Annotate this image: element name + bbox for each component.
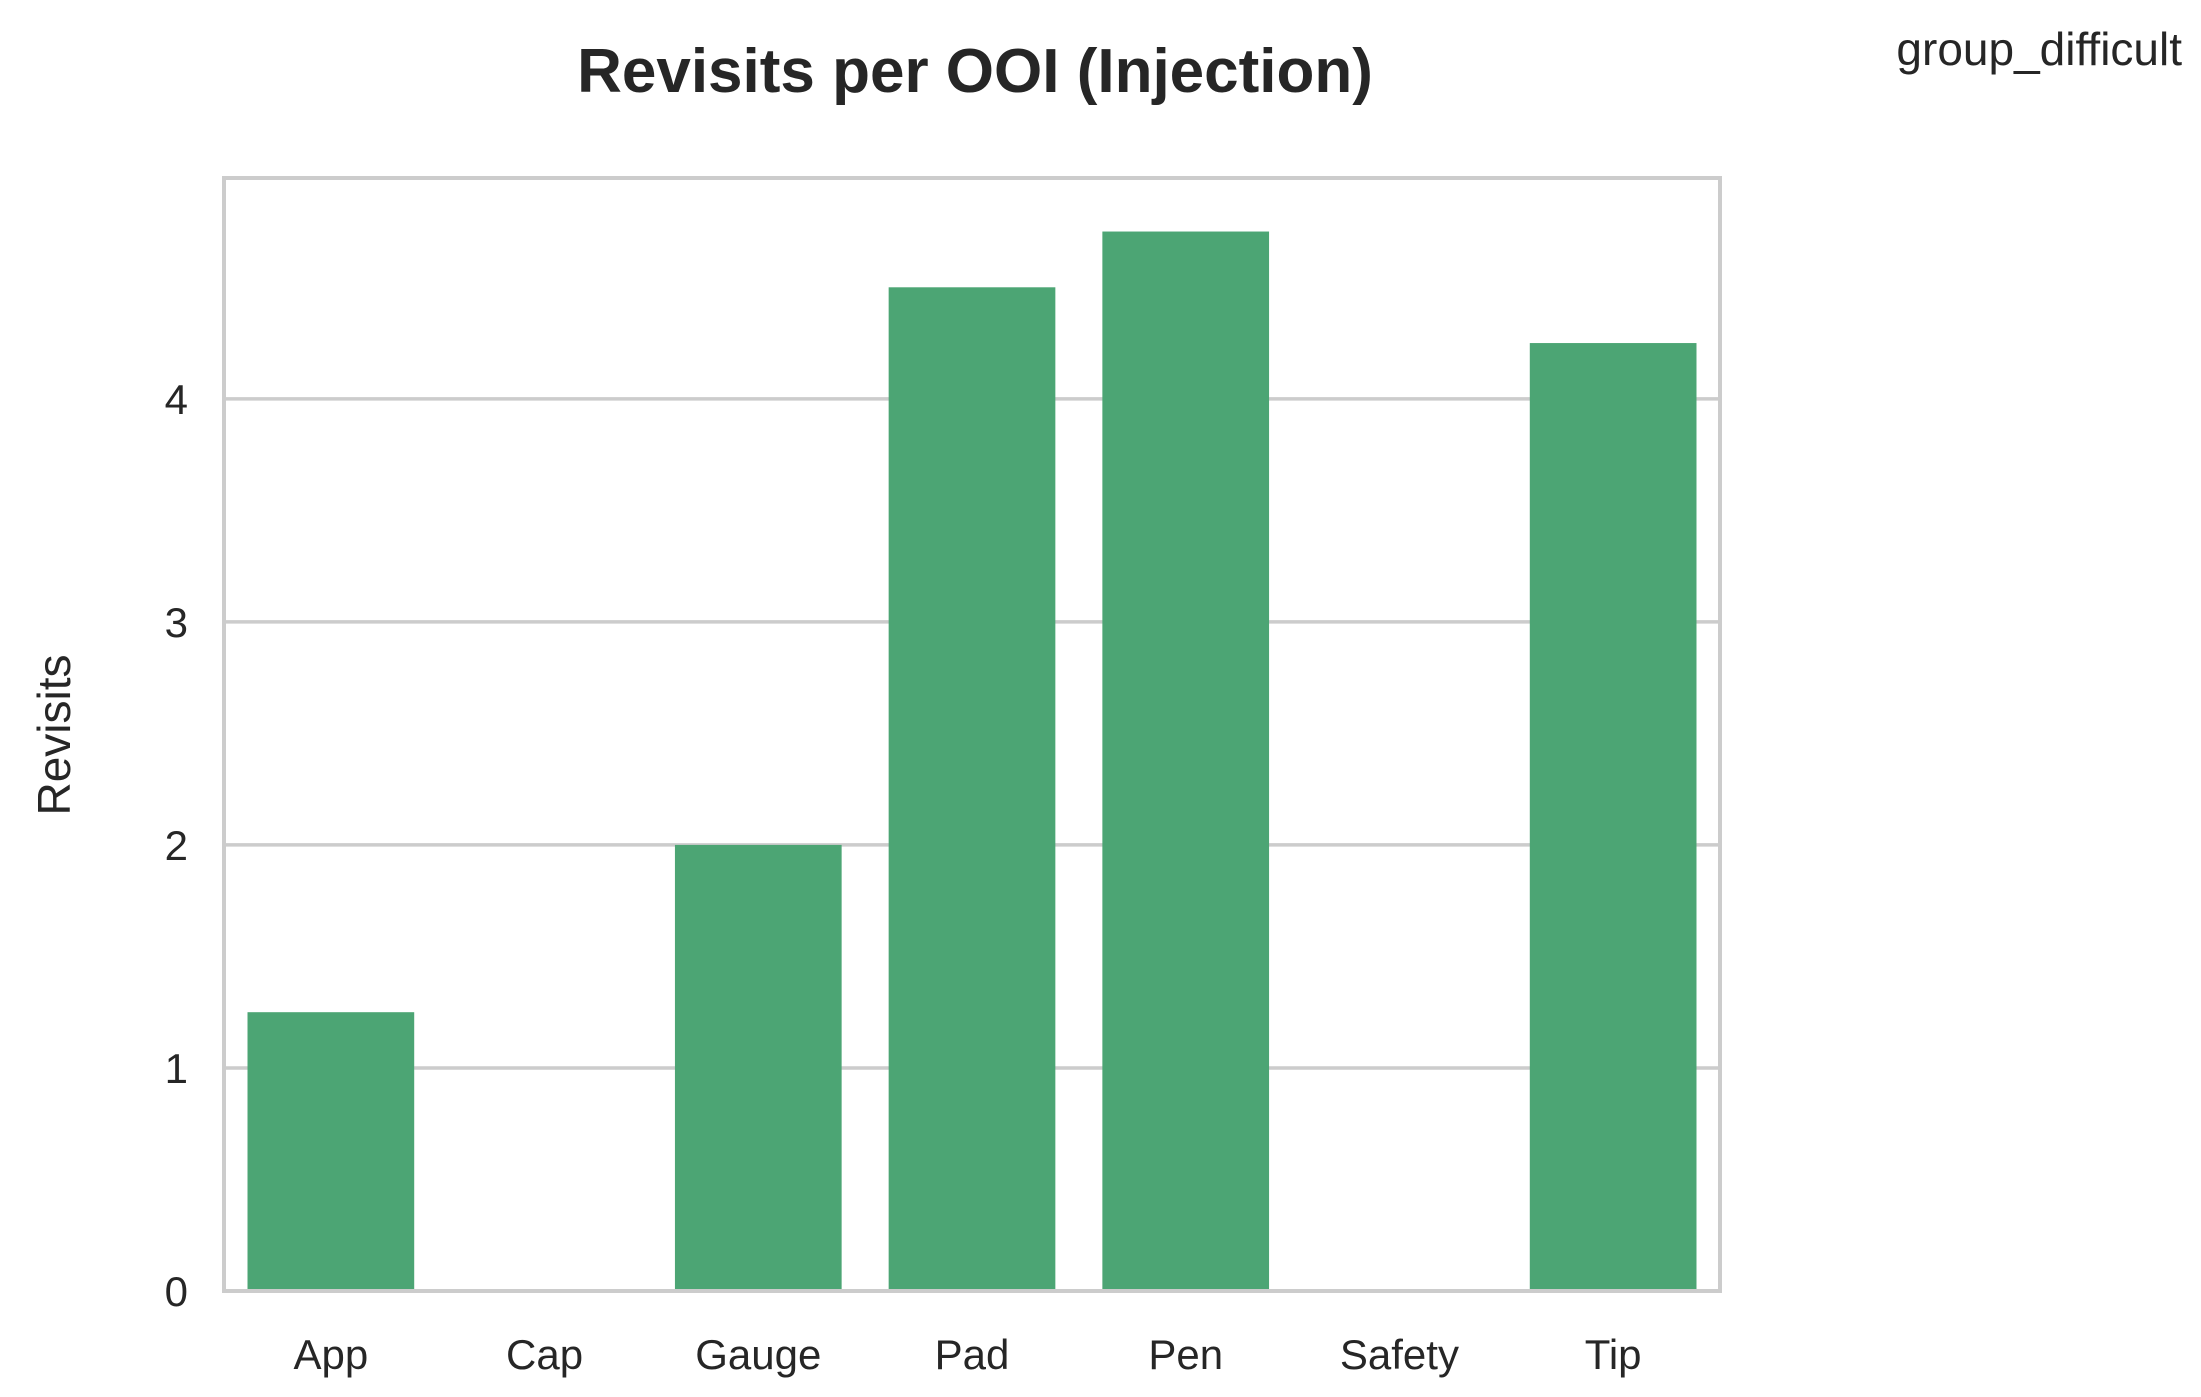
x-tick-label: Gauge	[695, 1331, 821, 1378]
y-tick-label: 0	[165, 1268, 188, 1315]
x-tick-label: Pad	[935, 1331, 1010, 1378]
bar-gauge	[674, 844, 842, 1291]
y-ticks: 0 1 2 3 4	[165, 376, 188, 1315]
x-tick-label: Tip	[1585, 1331, 1642, 1378]
x-tick-label: Cap	[506, 1331, 583, 1378]
bar-app	[247, 1012, 415, 1291]
y-tick-label: 2	[165, 822, 188, 869]
bar-pad	[888, 287, 1056, 1291]
x-tick-label: App	[293, 1331, 368, 1378]
x-tick-label: Pen	[1148, 1331, 1223, 1378]
x-ticks: App Cap Gauge Pad Pen Safety Tip	[293, 1331, 1641, 1378]
bar-tip	[1529, 343, 1697, 1292]
y-tick-label: 3	[165, 599, 188, 646]
plot-frame	[222, 176, 1722, 1293]
y-tick-label: 1	[165, 1045, 188, 1092]
y-tick-label: 4	[165, 376, 188, 423]
chart-title: Revisits per OOI (Injection)	[577, 37, 1373, 106]
bars	[247, 231, 1697, 1292]
y-axis-label: Revisits	[28, 654, 80, 815]
x-tick-label: Safety	[1340, 1331, 1459, 1378]
legend-title: group_difficult	[1896, 23, 2182, 75]
bar-pen	[1102, 231, 1270, 1292]
